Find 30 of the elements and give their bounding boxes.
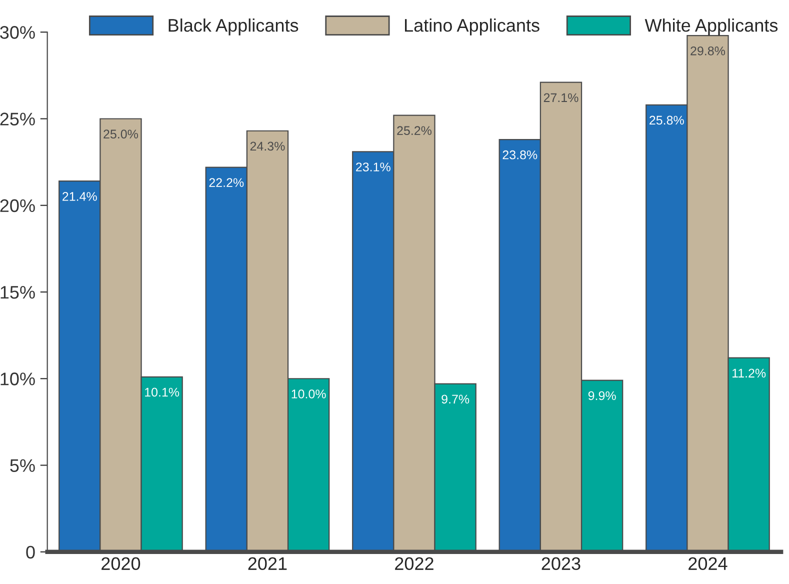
y-tick-label: 5% — [10, 459, 35, 472]
data-label: 11.2% — [732, 368, 766, 378]
data-label: 22.2% — [209, 178, 244, 187]
y-tick-label: 20% — [0, 199, 35, 212]
data-label: 25.2% — [397, 126, 432, 136]
data-label: 24.3% — [250, 142, 285, 151]
data-label: 29.8% — [690, 46, 726, 56]
y-tick-label: 10% — [0, 372, 35, 386]
x-tick-label: 2020 — [102, 557, 140, 570]
x-tick-label: 2023 — [542, 557, 580, 570]
x-tick-label: 2022 — [395, 557, 434, 570]
y-tick-label: 25% — [0, 112, 35, 126]
data-label: 10.0% — [292, 390, 326, 398]
data-label: 23.1% — [356, 162, 390, 172]
x-tick-label: 2024 — [688, 557, 728, 570]
data-label: 10.1% — [145, 388, 180, 397]
data-label: 25.0% — [104, 130, 138, 138]
data-label: 21.4% — [62, 192, 97, 201]
y-tick-label: 30% — [0, 26, 35, 39]
legend-label: Latino Applicants — [404, 18, 540, 36]
data-label: 27.1% — [544, 93, 578, 102]
data-label: 25.8% — [650, 116, 684, 125]
x-tick-label: 2021 — [248, 557, 287, 570]
y-tick-label: 0 — [26, 546, 35, 559]
data-label: 9.7% — [442, 394, 470, 404]
legend-label: White Applicants — [644, 18, 778, 36]
data-label: 23.8% — [502, 150, 538, 160]
y-tick-label: 15% — [0, 286, 35, 299]
legend-label: Black Applicants — [168, 18, 298, 36]
data-label: 9.9% — [588, 391, 616, 400]
